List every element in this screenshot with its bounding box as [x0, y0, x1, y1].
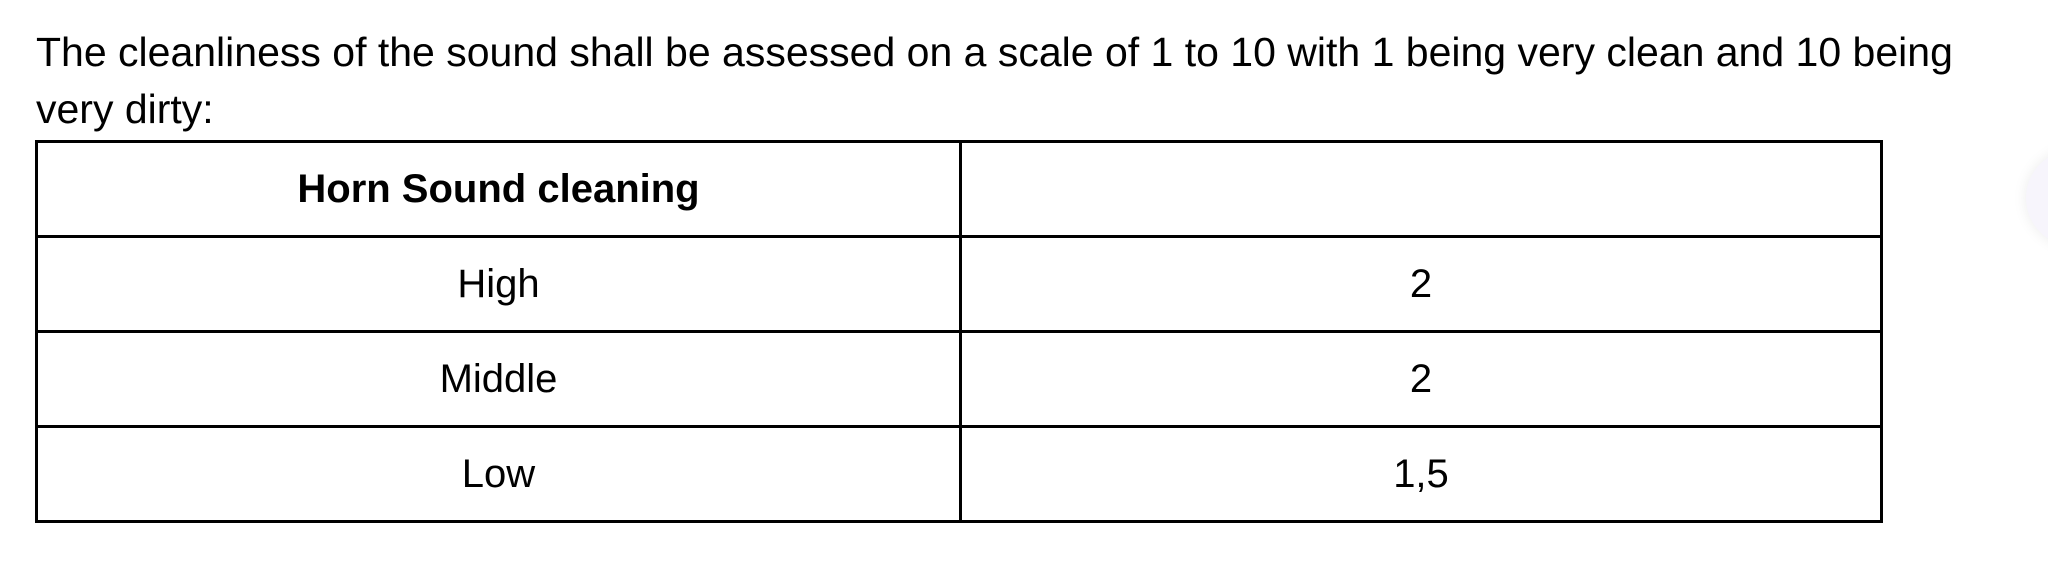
intro-paragraph: The cleanliness of the sound shall be as…: [36, 29, 1953, 132]
row-label: Low: [35, 425, 962, 523]
row-label: High: [35, 235, 962, 333]
table-row: Middle 2: [35, 330, 1883, 428]
row-value: 2: [959, 235, 1883, 333]
row-value: 1,5: [959, 425, 1883, 523]
row-label: Middle: [35, 330, 962, 428]
table-row: Low 1,5: [35, 425, 1883, 523]
row-value: 2: [959, 330, 1883, 428]
header-cell-category: Horn Sound cleaning: [35, 140, 962, 238]
table-row: High 2: [35, 235, 1883, 333]
table-header-row: Horn Sound cleaning: [35, 140, 1883, 238]
header-cell-value: [959, 140, 1883, 238]
floating-action-button[interactable]: [2026, 150, 2048, 246]
horn-sound-cleaning-table: Horn Sound cleaning High 2 Middle 2 Low …: [35, 140, 1883, 523]
